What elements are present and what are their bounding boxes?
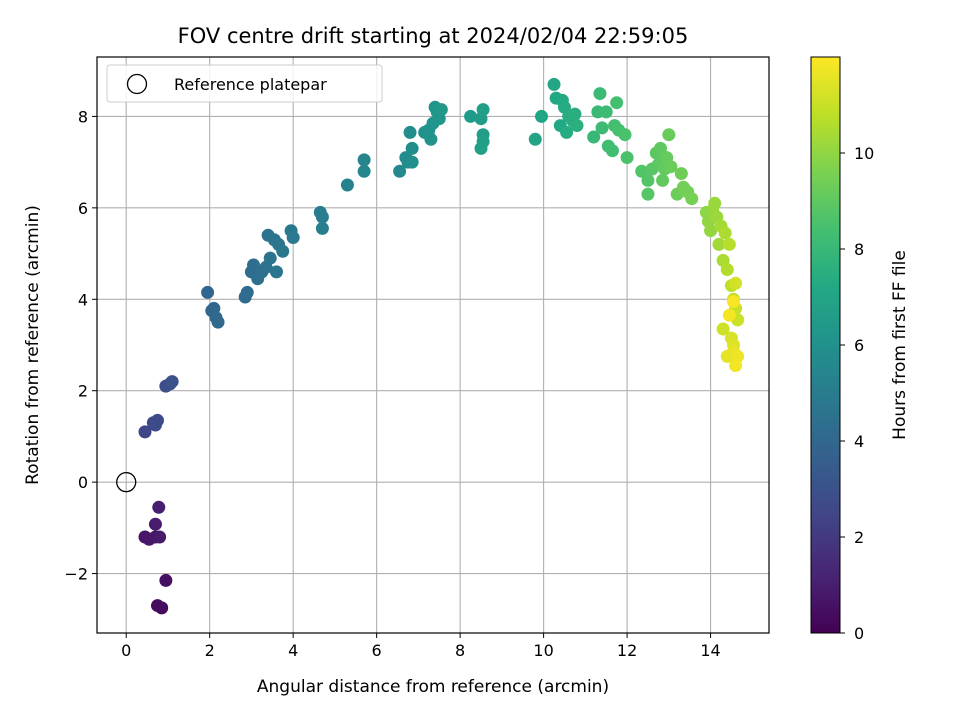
data-point bbox=[269, 265, 283, 279]
y-axis-label: Rotation from reference (arcmin) bbox=[23, 205, 43, 485]
data-point bbox=[727, 295, 741, 309]
data-point bbox=[722, 237, 736, 251]
data-point bbox=[547, 77, 561, 91]
data-point bbox=[662, 128, 676, 142]
data-point bbox=[357, 153, 371, 167]
data-point bbox=[729, 359, 743, 373]
x-tick-label: 10 bbox=[533, 641, 553, 660]
data-point bbox=[704, 224, 718, 238]
data-point bbox=[618, 128, 632, 142]
data-point bbox=[165, 375, 179, 389]
data-point bbox=[656, 173, 670, 187]
data-point bbox=[720, 263, 734, 277]
colorbar-ticks: 0 2 4 6 8 10 bbox=[840, 144, 874, 643]
data-point bbox=[340, 178, 354, 192]
data-point bbox=[716, 322, 730, 336]
data-point bbox=[357, 164, 371, 178]
colorbar bbox=[810, 56, 841, 634]
data-point bbox=[641, 187, 655, 201]
x-tick-label: 4 bbox=[288, 641, 298, 660]
data-point bbox=[587, 130, 601, 144]
data-point bbox=[393, 164, 407, 178]
data-point bbox=[595, 121, 609, 135]
data-point bbox=[403, 125, 417, 139]
data-point bbox=[434, 103, 448, 117]
data-point bbox=[152, 500, 166, 514]
data-point bbox=[201, 285, 215, 299]
legend-marker-reference bbox=[126, 73, 148, 95]
data-point bbox=[286, 231, 300, 245]
data-point bbox=[708, 196, 722, 210]
colorbar-tick-label: 10 bbox=[854, 144, 874, 163]
data-point bbox=[641, 173, 655, 187]
data-point bbox=[570, 119, 584, 133]
data-point bbox=[664, 160, 678, 174]
y-axis-ticks: −2 0 2 4 6 8 bbox=[64, 107, 97, 584]
data-point bbox=[240, 285, 254, 299]
y-tick-label: 6 bbox=[78, 199, 88, 218]
data-point bbox=[151, 599, 165, 613]
data-point bbox=[535, 109, 549, 123]
x-tick-label: 12 bbox=[617, 641, 637, 660]
reference-platepar-marker bbox=[116, 471, 137, 493]
y-tick-label: 4 bbox=[78, 290, 88, 309]
data-point bbox=[568, 107, 582, 121]
data-point bbox=[653, 141, 667, 155]
data-point bbox=[476, 103, 490, 117]
data-point bbox=[474, 141, 488, 155]
x-tick-label: 14 bbox=[700, 641, 720, 660]
data-point bbox=[599, 105, 613, 119]
chart-title: FOV centre drift starting at 2024/02/04 … bbox=[178, 24, 689, 48]
data-point bbox=[138, 425, 152, 439]
data-point bbox=[211, 315, 225, 329]
y-tick-label: 2 bbox=[78, 382, 88, 401]
data-point bbox=[605, 144, 619, 158]
colorbar-tick-label: 4 bbox=[854, 432, 864, 451]
y-tick-label: 0 bbox=[78, 473, 88, 492]
data-point bbox=[276, 244, 290, 258]
plot-frame bbox=[96, 56, 770, 634]
legend-entry-reference: Reference platepar bbox=[174, 75, 327, 94]
data-point bbox=[424, 132, 438, 146]
x-tick-label: 2 bbox=[205, 641, 215, 660]
colorbar-label: Hours from first FF file bbox=[890, 250, 910, 440]
data-point bbox=[722, 308, 736, 322]
data-point bbox=[712, 237, 726, 251]
data-point bbox=[593, 87, 607, 101]
legend-box bbox=[106, 64, 383, 103]
colorbar-tick-label: 8 bbox=[854, 240, 864, 259]
data-point bbox=[464, 109, 478, 123]
data-point bbox=[620, 151, 634, 165]
data-point bbox=[151, 413, 165, 427]
x-axis-ticks: 0 2 4 6 8 10 12 14 bbox=[121, 633, 721, 660]
data-point bbox=[528, 132, 542, 146]
data-points bbox=[138, 77, 745, 615]
colorbar-tick-label: 2 bbox=[854, 528, 864, 547]
data-point bbox=[610, 96, 624, 110]
data-point bbox=[315, 221, 329, 235]
legend: Reference platepar bbox=[106, 64, 383, 103]
colorbar-tick-label: 6 bbox=[854, 336, 864, 355]
data-point bbox=[263, 251, 277, 265]
data-point bbox=[405, 155, 419, 169]
y-tick-label: 8 bbox=[78, 107, 88, 126]
data-point bbox=[159, 573, 173, 587]
x-tick-label: 8 bbox=[455, 641, 465, 660]
data-point bbox=[148, 517, 162, 531]
data-point bbox=[560, 125, 574, 139]
colorbar-tick-label: 0 bbox=[854, 624, 864, 643]
x-axis-label: Angular distance from reference (arcmin) bbox=[257, 677, 609, 697]
y-tick-label: −2 bbox=[64, 565, 88, 584]
x-tick-label: 0 bbox=[121, 641, 131, 660]
data-point bbox=[635, 164, 649, 178]
data-point bbox=[674, 167, 688, 181]
data-point bbox=[315, 210, 329, 224]
data-point bbox=[153, 530, 167, 544]
x-tick-label: 6 bbox=[372, 641, 382, 660]
data-point bbox=[729, 276, 743, 290]
data-point bbox=[405, 141, 419, 155]
data-point bbox=[718, 226, 732, 240]
data-point bbox=[685, 192, 699, 206]
